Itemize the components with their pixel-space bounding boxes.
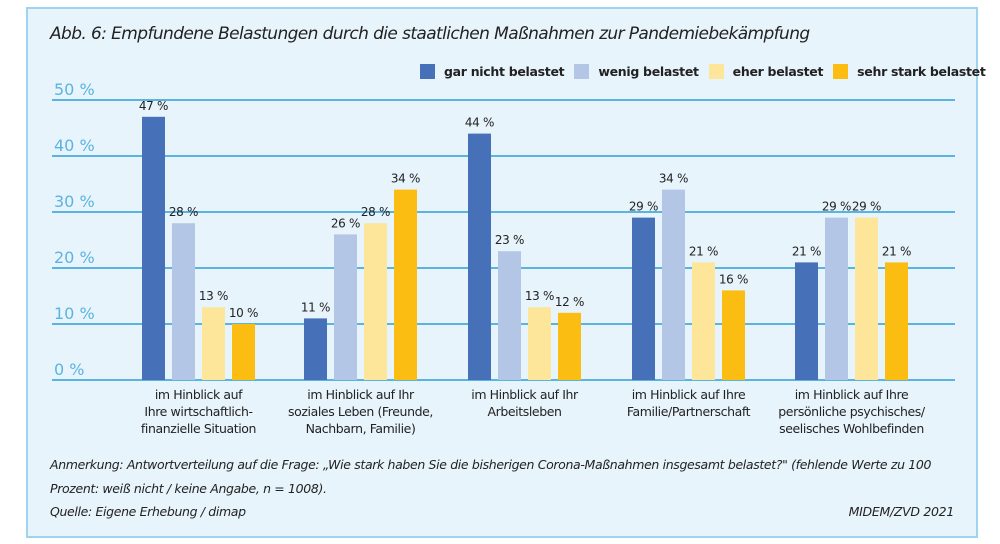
- x-tick-label: seelisches Wohlbefinden: [779, 421, 924, 436]
- bar: [498, 251, 521, 380]
- y-tick-label: 0 %: [54, 360, 84, 379]
- data-label: 16 %: [719, 272, 748, 286]
- data-label: 21 %: [882, 244, 911, 258]
- x-tick-label: persönliche psychisches/: [778, 404, 926, 419]
- x-tick-label: im Hinblick auf Ihre: [632, 387, 746, 402]
- legend: gar nicht belastet wenig belastet eher b…: [420, 64, 996, 79]
- data-label: 21 %: [792, 244, 821, 258]
- data-label: 29 %: [629, 200, 658, 214]
- data-label: 23 %: [495, 233, 524, 247]
- bar: [394, 189, 417, 380]
- chart-title: Abb. 6: Empfundene Belastungen durch die…: [50, 24, 810, 44]
- source-note: Quelle: Eigene Erhebung / dimap: [50, 504, 246, 519]
- bar: [885, 262, 908, 380]
- data-label: 34 %: [391, 172, 420, 186]
- x-tick-label: im Hinblick auf: [155, 387, 243, 402]
- x-tick-label: Arbeitsleben: [487, 404, 561, 419]
- legend-swatch: [420, 64, 435, 79]
- data-label: 12 %: [555, 295, 584, 309]
- legend-label: gar nicht belastet: [444, 64, 565, 79]
- data-label: 29 %: [852, 200, 881, 214]
- data-label: 26 %: [331, 216, 360, 230]
- data-label: 44 %: [465, 116, 494, 130]
- y-tick-label: 10 %: [54, 304, 95, 323]
- x-tick-label: Familie/Partnerschaft: [627, 404, 751, 419]
- legend-item-gar-nicht: gar nicht belastet: [420, 64, 565, 79]
- y-tick-label: 30 %: [54, 192, 95, 211]
- bar: [172, 223, 195, 380]
- data-label: 29 %: [822, 200, 851, 214]
- x-tick-label: im Hinblick auf Ihre: [795, 387, 909, 402]
- x-tick-label: Nachbarn, Familie): [306, 421, 416, 436]
- legend-item-eher: eher belastet: [708, 64, 824, 79]
- x-tick-label: soziales Leben (Freunde,: [288, 404, 433, 419]
- legend-swatch: [574, 64, 590, 79]
- data-label: 13 %: [525, 289, 554, 303]
- bar: [722, 290, 745, 380]
- bar: [468, 133, 491, 380]
- legend-item-wenig: wenig belastet: [574, 64, 699, 79]
- legend-label: sehr stark belastet: [857, 64, 986, 79]
- bar: [364, 223, 387, 380]
- note-line-2: Prozent: weiß nicht / keine Angabe, n = …: [50, 481, 327, 496]
- bar: [632, 217, 655, 380]
- legend-label: wenig belastet: [598, 64, 699, 79]
- legend-item-sehr-stark: sehr stark belastet: [833, 64, 986, 79]
- y-tick-label: 20 %: [54, 248, 95, 267]
- x-tick-label: Ihre wirtschaftlich-: [144, 404, 252, 419]
- note-line-1: Anmerkung: Antwortverteilung auf die Fra…: [50, 457, 932, 472]
- bar: [692, 262, 715, 380]
- bar: [662, 189, 685, 380]
- bar: [825, 217, 848, 380]
- data-label: 28 %: [361, 205, 390, 219]
- bar: [232, 324, 255, 380]
- y-tick-label: 40 %: [54, 136, 95, 155]
- legend-swatch: [708, 64, 724, 79]
- bar: [304, 318, 327, 380]
- bar: [142, 116, 165, 381]
- data-label: 13 %: [199, 289, 228, 303]
- bar: [202, 307, 225, 380]
- x-tick-label: im Hinblick auf Ihr: [307, 387, 415, 402]
- bar: [855, 217, 878, 380]
- bar: [334, 234, 357, 380]
- bar: [528, 307, 551, 380]
- data-label: 47 %: [139, 99, 168, 113]
- x-tick-label: finanzielle Situation: [141, 421, 256, 436]
- credit: MIDEM/ZVD 2021: [848, 504, 955, 519]
- data-label: 28 %: [169, 205, 198, 219]
- legend-label: eher belastet: [732, 64, 824, 79]
- bar: [795, 262, 818, 380]
- bar: [558, 312, 581, 380]
- data-label: 21 %: [689, 244, 718, 258]
- y-tick-label: 50 %: [54, 80, 95, 99]
- data-label: 10 %: [229, 306, 258, 320]
- x-tick-label: im Hinblick auf Ihr: [471, 387, 579, 402]
- legend-swatch: [833, 64, 849, 79]
- data-label: 11 %: [301, 300, 330, 314]
- data-label: 34 %: [659, 172, 688, 186]
